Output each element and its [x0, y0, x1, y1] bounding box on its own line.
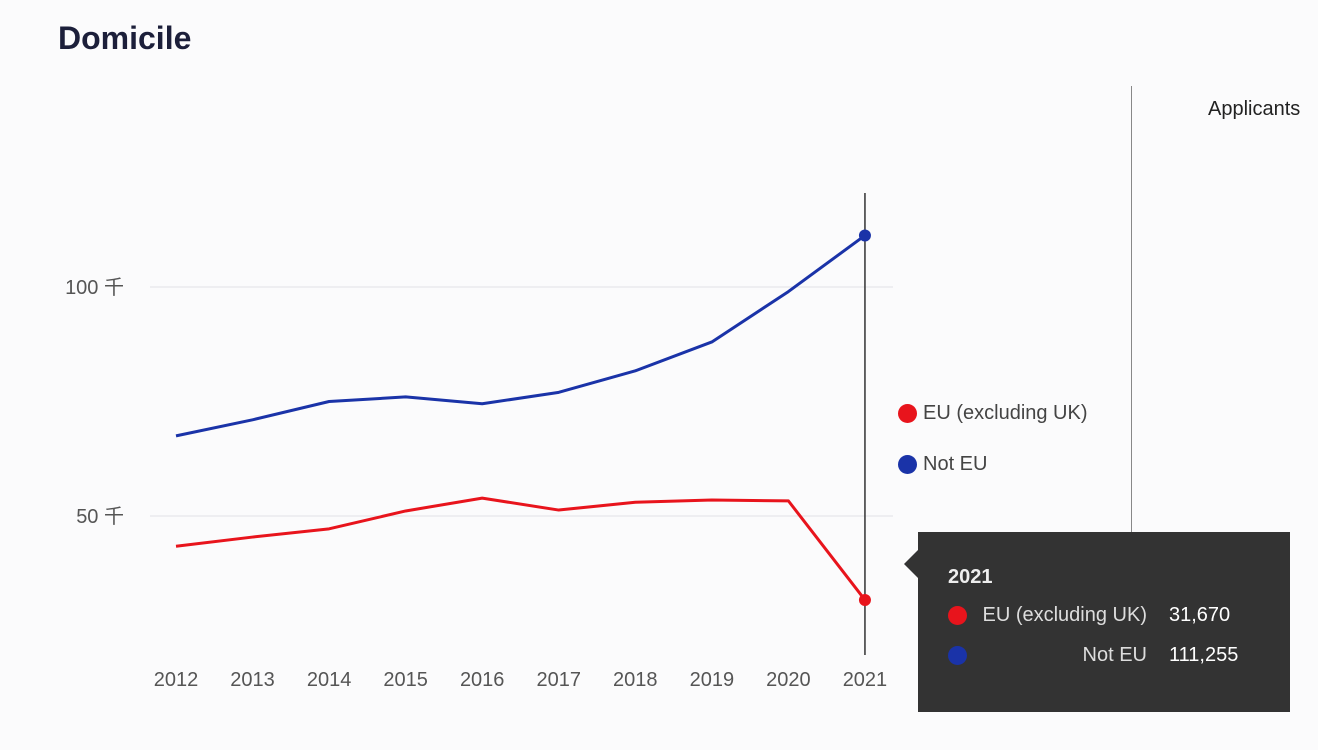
x-tick-label: 2019 [690, 669, 735, 691]
tooltip-year: 2021 [948, 566, 993, 588]
legend-label: EU (excluding UK) [923, 402, 1088, 424]
x-tick-label: 2015 [383, 669, 428, 691]
x-tick-label: 2018 [613, 669, 658, 691]
legend-label: Not EU [923, 453, 988, 475]
x-tick-label: 2013 [230, 669, 275, 691]
tooltip-value: 31,670 [1169, 604, 1231, 626]
y-tick-label: 100 千 [65, 276, 124, 299]
x-tick-label: 2020 [766, 669, 811, 691]
legend-item-eu[interactable]: EU (excluding UK) [898, 402, 1088, 425]
y-tick-label: 50 千 [76, 505, 124, 528]
tooltip: 2021 EU (excluding UK) 31,670 Not EU 111… [904, 532, 1290, 712]
x-tick-label: 2014 [307, 669, 352, 691]
legend-dot-icon [898, 455, 917, 474]
applicants-label: Applicants [1208, 98, 1301, 120]
data-point-marker [858, 229, 871, 242]
series-line [175, 496, 867, 601]
x-tick-label: 2017 [537, 669, 582, 691]
x-tick-label: 2016 [460, 669, 505, 691]
tooltip-row: EU (excluding UK) 31,670 [948, 604, 1268, 627]
divider [1131, 86, 1132, 536]
tooltip-dot-icon [948, 646, 967, 665]
legend-dot-icon [898, 404, 917, 423]
x-tick-label: 2012 [154, 669, 199, 691]
tooltip-row: Not EU 111,255 [948, 644, 1268, 667]
page-title: Domicile [58, 20, 192, 56]
tooltip-dot-icon [948, 606, 967, 625]
series-line [175, 234, 866, 438]
data-point-marker [858, 593, 871, 606]
tooltip-series-name: Not EU [1082, 644, 1147, 666]
x-tick-label: 2021 [843, 669, 888, 691]
tooltip-value: 111,255 [1169, 644, 1239, 666]
tooltip-series-name: EU (excluding UK) [982, 604, 1147, 626]
legend-item-not-eu[interactable]: Not EU [898, 453, 987, 476]
